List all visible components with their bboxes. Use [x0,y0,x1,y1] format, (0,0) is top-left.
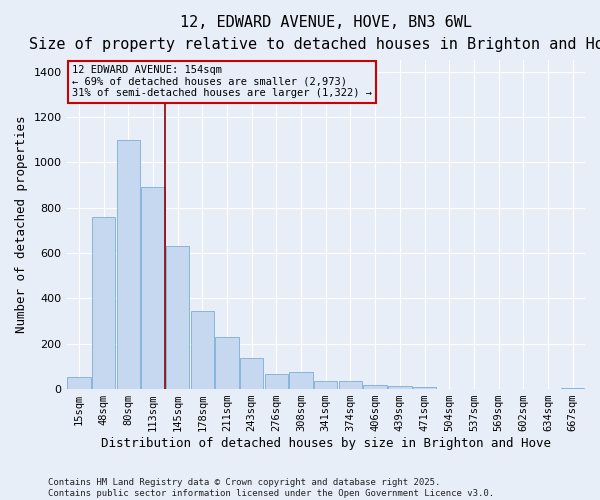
Bar [265,374,288,389]
Bar [116,140,140,389]
Bar [191,311,214,389]
Bar [561,388,584,389]
Bar [240,358,263,389]
Bar [92,217,115,389]
Bar [314,381,337,389]
Bar [166,246,190,389]
Bar [388,386,412,389]
Bar [413,388,436,389]
Title: 12, EDWARD AVENUE, HOVE, BN3 6WL
Size of property relative to detached houses in: 12, EDWARD AVENUE, HOVE, BN3 6WL Size of… [29,15,600,52]
X-axis label: Distribution of detached houses by size in Brighton and Hove: Distribution of detached houses by size … [101,437,551,450]
Bar [339,381,362,389]
Text: 12 EDWARD AVENUE: 154sqm
← 69% of detached houses are smaller (2,973)
31% of sem: 12 EDWARD AVENUE: 154sqm ← 69% of detach… [72,65,372,98]
Y-axis label: Number of detached properties: Number of detached properties [15,116,28,334]
Bar [141,188,164,389]
Bar [364,384,387,389]
Bar [67,376,91,389]
Bar [215,337,239,389]
Bar [289,372,313,389]
Text: Contains HM Land Registry data © Crown copyright and database right 2025.
Contai: Contains HM Land Registry data © Crown c… [48,478,494,498]
